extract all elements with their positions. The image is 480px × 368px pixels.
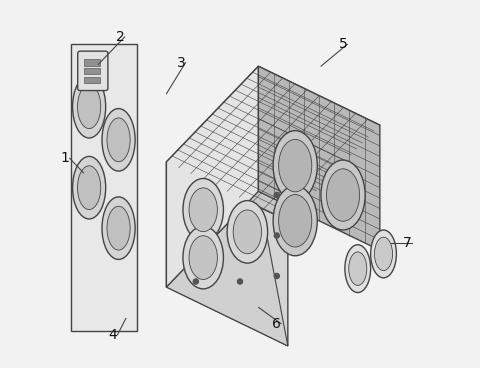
Ellipse shape [233, 210, 262, 254]
FancyBboxPatch shape [78, 51, 108, 91]
Ellipse shape [349, 252, 367, 286]
Circle shape [274, 273, 279, 279]
Text: 5: 5 [339, 37, 348, 51]
Text: 1: 1 [61, 151, 70, 165]
Bar [84, 77, 100, 83]
Text: 6: 6 [272, 317, 281, 331]
Text: 3: 3 [177, 56, 185, 70]
Polygon shape [258, 66, 380, 250]
Ellipse shape [273, 186, 317, 256]
Ellipse shape [102, 197, 135, 259]
Polygon shape [167, 66, 380, 221]
Polygon shape [167, 191, 288, 346]
Text: 2: 2 [116, 30, 125, 44]
Circle shape [274, 192, 279, 198]
Ellipse shape [371, 230, 396, 278]
Circle shape [193, 279, 198, 284]
Circle shape [238, 279, 242, 284]
Ellipse shape [278, 139, 312, 192]
Circle shape [274, 233, 279, 238]
Polygon shape [167, 66, 258, 287]
Ellipse shape [189, 236, 217, 280]
Ellipse shape [183, 178, 223, 241]
Ellipse shape [78, 166, 101, 210]
Ellipse shape [189, 188, 217, 232]
Polygon shape [71, 44, 137, 331]
Text: 4: 4 [108, 328, 118, 342]
Ellipse shape [374, 237, 393, 271]
Ellipse shape [321, 160, 365, 230]
Ellipse shape [107, 206, 130, 250]
Ellipse shape [102, 109, 135, 171]
Text: 7: 7 [403, 236, 412, 250]
Ellipse shape [78, 85, 101, 129]
Ellipse shape [227, 201, 268, 263]
Ellipse shape [278, 195, 312, 247]
Ellipse shape [273, 131, 317, 201]
Bar [84, 59, 100, 66]
Bar [84, 68, 100, 74]
Ellipse shape [72, 156, 106, 219]
Polygon shape [167, 162, 288, 346]
Ellipse shape [72, 75, 106, 138]
Ellipse shape [183, 226, 223, 289]
Ellipse shape [107, 118, 130, 162]
Ellipse shape [326, 169, 360, 221]
Ellipse shape [345, 245, 371, 293]
